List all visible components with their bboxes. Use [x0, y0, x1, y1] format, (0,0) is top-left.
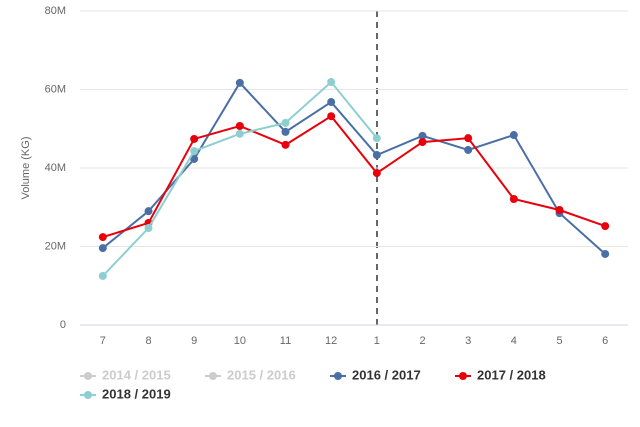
data-point: [235, 129, 244, 138]
data-point: [327, 78, 336, 87]
data-point: [190, 147, 199, 156]
data-point: [98, 271, 107, 280]
series-line: [102, 81, 606, 255]
data-point: [144, 207, 153, 216]
legend-item[interactable]: 2018 / 2019: [80, 386, 171, 401]
x-tick-label: 9: [191, 335, 197, 347]
data-point: [464, 145, 473, 154]
legend-marker: [334, 372, 342, 380]
legend-item[interactable]: 2017 / 2018: [455, 367, 546, 382]
data-point: [372, 169, 381, 178]
data-point: [509, 195, 518, 204]
legend-marker: [84, 391, 92, 399]
data-point: [372, 134, 381, 143]
y-tick-label: 0: [60, 319, 66, 331]
data-point: [418, 138, 427, 147]
legend-marker: [84, 372, 92, 380]
data-point: [281, 118, 290, 127]
data-point: [327, 112, 336, 121]
legend-label: 2014 / 2015: [102, 367, 171, 382]
x-tick-label: 11: [280, 335, 291, 347]
legend-label: 2017 / 2018: [477, 367, 546, 382]
x-tick-label: 10: [234, 335, 246, 347]
legend-label: 2018 / 2019: [102, 386, 171, 401]
y-axis-label: Volume (KG): [20, 137, 32, 200]
data-point: [509, 131, 518, 140]
legend-item[interactable]: 2014 / 2015: [80, 367, 171, 382]
grid: [80, 10, 628, 326]
data-point: [555, 205, 564, 214]
x-tick-label: 3: [465, 335, 471, 347]
data-point: [327, 98, 336, 107]
legend-item[interactable]: 2015 / 2016: [205, 367, 296, 382]
data-point: [418, 131, 427, 140]
x-tick-label: 2: [419, 335, 425, 347]
data-point: [281, 140, 290, 149]
data-point: [464, 134, 473, 143]
data-point: [98, 233, 107, 242]
legend-label: 2016 / 2017: [352, 367, 421, 382]
y-tick-label: 80M: [45, 5, 66, 17]
data-point: [235, 122, 244, 131]
x-tick-label: 6: [602, 335, 608, 347]
data-point: [235, 78, 244, 87]
x-tick-label: 12: [325, 335, 337, 347]
data-point: [601, 249, 610, 258]
y-tick-label: 20M: [45, 240, 66, 252]
y-tick-label: 60M: [45, 83, 66, 95]
data-point: [281, 127, 290, 136]
x-tick-label: 8: [145, 335, 151, 347]
x-tick-label: 7: [100, 335, 106, 347]
data-point: [144, 224, 153, 233]
legend-item[interactable]: 2016 / 2017: [330, 367, 421, 382]
data-point: [372, 151, 381, 160]
legend-marker: [459, 372, 467, 380]
data-point: [190, 134, 199, 143]
legend-label: 2015 / 2016: [227, 367, 296, 382]
series-line: [102, 114, 606, 239]
y-tick-label: 40M: [45, 162, 66, 174]
data-point: [190, 154, 199, 163]
x-tick-label: 1: [374, 335, 380, 347]
data-point: [601, 222, 610, 231]
data-point: [98, 244, 107, 253]
x-tick-label: 4: [511, 335, 517, 347]
x-tick-label: 5: [556, 335, 562, 347]
legend-marker: [209, 372, 217, 380]
